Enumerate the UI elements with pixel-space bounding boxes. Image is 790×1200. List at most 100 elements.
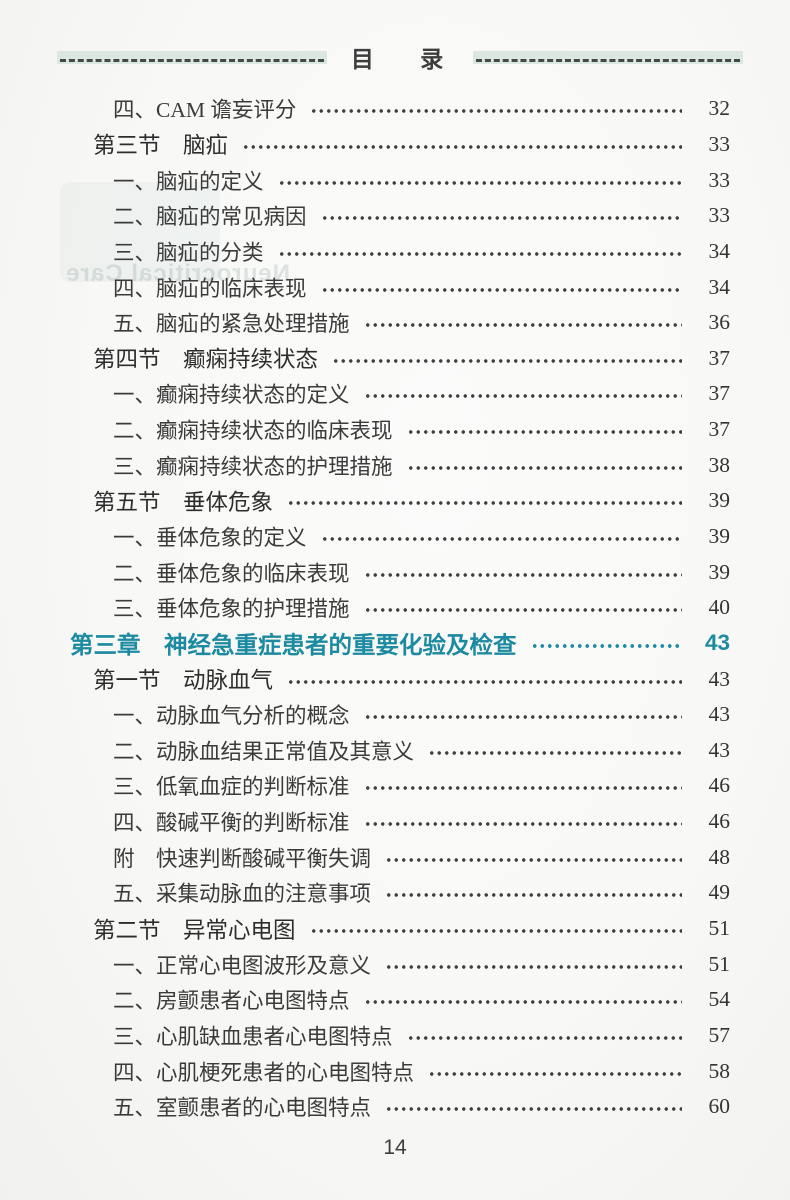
toc-entry-label: 第三章 神经急重症患者的重要化验及检查: [70, 632, 517, 659]
toc-entry: 第三章 神经急重症患者的重要化验及检查 43: [70, 625, 730, 662]
toc-entry-label: 四、酸碱平衡的判断标准: [113, 811, 350, 836]
toc-entry: 第五节 垂体危象 39: [70, 483, 730, 519]
toc-list: 四、CAM 谵妄评分 32 第三节 脑疝 33 一、脑疝的定义 33 二、脑疝的…: [70, 91, 730, 1125]
toc-entry-label: 五、室颤患者的心电图特点: [113, 1096, 372, 1121]
toc-entry: 第二节 异常心电图 51: [70, 910, 731, 947]
toc-entry-page: 51: [708, 916, 731, 941]
toc-entry-page: 58: [708, 1058, 731, 1083]
dot-leader: [275, 162, 682, 198]
toc-entry-page: 33: [708, 131, 731, 156]
toc-entry-page: 60: [708, 1094, 731, 1119]
toc-entry-label: 三、心肌缺血患者心电图特点: [113, 1024, 393, 1049]
toc-entry-label: 一、动脉血气分析的概念: [113, 704, 350, 729]
toc-entry-page: 43: [708, 737, 731, 762]
toc-entry-page: 57: [708, 1022, 731, 1047]
toc-entry-page: 43: [708, 702, 731, 727]
toc-entry-label: 二、癫痫持续状态的临床表现: [113, 419, 393, 444]
toc-entry: 二、垂体危象的临床表现 39: [70, 554, 730, 590]
toc-entry-page: 40: [708, 595, 731, 620]
dot-leader: [285, 483, 682, 519]
toc-entry-page: 32: [708, 96, 731, 121]
header-band-left: [57, 50, 327, 64]
dot-leader: [307, 910, 682, 947]
toc-entry-label: 三、低氧血症的判断标准: [113, 775, 350, 800]
toc-entry-label: 四、CAM 谵妄评分: [113, 98, 297, 123]
toc-entry-label: 四、心肌梗死患者的心电图特点: [113, 1060, 415, 1085]
toc-entry-page: 39: [708, 559, 731, 584]
toc-entry-label: 五、采集动脉血的注意事项: [113, 882, 372, 907]
toc-entry: 二、动脉血结果正常值及其意义 43: [70, 732, 731, 769]
toc-entry-page: 46: [708, 809, 731, 834]
toc-entry-page: 33: [708, 203, 731, 228]
toc-entry-label: 三、脑疝的分类: [113, 240, 264, 265]
toc-entry-page: 37: [708, 417, 731, 442]
toc-entry-page: 34: [708, 238, 731, 263]
dot-leader: [404, 411, 682, 448]
toc-entry: 三、脑疝的分类 34: [70, 233, 731, 270]
dot-leader: [383, 875, 682, 911]
toc-entry: 三、低氧血症的判断标准 46: [70, 768, 730, 804]
dot-leader: [318, 518, 682, 555]
dot-leader: [275, 233, 682, 270]
toc-entry-label: 第四节 癫痫持续状态: [93, 347, 319, 373]
page-number: 14: [383, 1136, 407, 1159]
toc-entry: 四、心肌梗死患者的心电图特点 58: [70, 1053, 730, 1089]
toc-entry: 四、CAM 谵妄评分 32: [70, 91, 730, 127]
toc-entry-page: 37: [708, 381, 731, 406]
dot-leader: [383, 1088, 682, 1125]
dot-leader: [318, 197, 682, 234]
toc-entry-page: 39: [708, 524, 731, 548]
toc-entry: 二、脑疝的常见病因 33: [70, 197, 731, 234]
toc-entry: 二、癫痫持续状态的临床表现 37: [70, 411, 731, 448]
bleed-through-block: [60, 182, 220, 282]
toc-entry-label: 附 快速判断酸碱平衡失调: [113, 846, 372, 871]
toc-entry-label: 三、垂体危象的护理措施: [113, 597, 350, 622]
toc-entry: 三、心肌缺血患者心电图特点 57: [70, 1017, 731, 1054]
toc-entry: 五、采集动脉血的注意事项 49: [70, 875, 730, 911]
toc-entry-page: 49: [708, 880, 731, 905]
dot-leader: [330, 340, 682, 377]
toc-header: 目 录: [57, 40, 744, 74]
dot-leader: [404, 1017, 682, 1054]
dot-leader: [426, 1053, 682, 1089]
dot-leader: [361, 554, 682, 590]
dot-leader: [361, 803, 682, 840]
dot-leader: [361, 589, 682, 626]
toc-entry: 二、房颤患者心电图特点 54: [70, 982, 730, 1018]
toc-entry-page: 54: [708, 987, 731, 1012]
toc-entry: 四、脑疝的临床表现 34: [70, 269, 730, 305]
dot-leader: [361, 376, 682, 412]
dot-leader: [240, 126, 682, 163]
toc-entry: 三、癫痫持续状态的护理措施 38: [70, 447, 731, 484]
toc-entry: 一、脑疝的定义 33: [70, 162, 730, 198]
dot-leader: [318, 269, 682, 305]
dot-leader: [528, 625, 682, 662]
toc-entry-label: 四、脑疝的临床表现: [113, 276, 307, 301]
toc-entry: 一、动脉血气分析的概念 43: [70, 696, 731, 733]
toc-entry: 五、室颤患者的心电图特点 60: [70, 1088, 731, 1125]
toc-entry-label: 五、脑疝的紧急处理措施: [113, 312, 350, 337]
toc-entry: 一、垂体危象的定义 39: [70, 518, 731, 555]
toc-entry: 一、癫痫持续状态的定义 37: [70, 376, 730, 412]
toc-entry-label: 二、垂体危象的临床表现: [113, 561, 350, 586]
toc-entry-page: 34: [708, 274, 731, 299]
dot-leader: [404, 447, 682, 484]
toc-entry-page: 38: [708, 452, 731, 477]
dot-leader: [426, 732, 682, 769]
dot-leader: [361, 304, 682, 341]
page-title: 目 录: [350, 46, 464, 72]
toc-entry: 四、酸碱平衡的判断标准 46: [70, 803, 731, 840]
toc-entry-page: 46: [708, 773, 731, 798]
toc-entry-label: 第五节 垂体危象: [93, 489, 274, 515]
toc-entry-label: 第三节 脑疝: [93, 133, 229, 159]
toc-entry-page: 36: [708, 310, 731, 335]
toc-entry-label: 一、垂体危象的定义: [113, 526, 307, 550]
toc-entry-label: 二、房颤患者心电图特点: [113, 989, 350, 1014]
toc-entry-page: 43: [708, 666, 731, 691]
toc-entry-label: 第二节 异常心电图: [93, 917, 296, 943]
dot-leader: [383, 946, 682, 983]
toc-entry-page: 33: [708, 167, 731, 192]
toc-entry-label: 一、正常心电图波形及意义: [113, 953, 372, 978]
dot-leader: [383, 839, 682, 876]
